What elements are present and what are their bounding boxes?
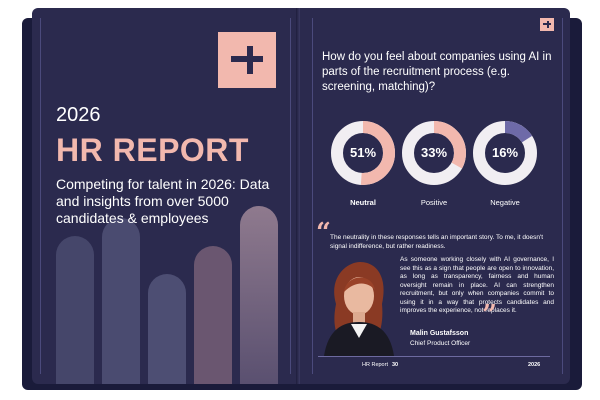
survey-question: How do you feel about companies using AI… <box>322 51 552 93</box>
person-name: Malin Gustafsson <box>410 330 469 337</box>
donut-value: 16% <box>491 145 519 160</box>
donut-negative: 16% <box>472 120 538 186</box>
right-page-inner-edge <box>312 18 313 374</box>
footer-year: 2026 <box>528 362 541 368</box>
person-role: Chief Product Officer <box>410 340 471 347</box>
quote-mark-icon: ” <box>482 300 497 330</box>
donut-value: 51% <box>349 145 377 160</box>
brand-logo-icon <box>218 32 276 88</box>
quote-mark-icon: “ <box>316 218 331 248</box>
decorative-bar <box>148 274 186 384</box>
donut-label-neutral: Neutral <box>350 198 376 207</box>
donut-positive: 33% <box>401 120 467 186</box>
footer-label: HR Report <box>362 362 388 368</box>
decorative-bar <box>102 218 140 384</box>
decorative-bar <box>56 236 94 384</box>
donut-neutral: 51% <box>330 120 396 186</box>
quote-body: As someone working closely with AI gover… <box>400 256 554 314</box>
mini-logo-icon <box>540 18 554 31</box>
donut-label-negative: Negative <box>490 198 520 207</box>
quote-intro: The neutrality in these responses tells … <box>330 234 544 250</box>
decorative-bars <box>50 0 290 400</box>
left-page-inner-edge <box>290 18 291 374</box>
footer-divider <box>318 356 550 357</box>
decorative-bar <box>240 206 278 384</box>
donut-label-positive: Positive <box>420 198 448 207</box>
report-title: HR REPORT <box>56 132 249 168</box>
page-number: 30 <box>392 362 399 368</box>
donut-value: 33% <box>420 145 448 160</box>
report-subtitle: Competing for talent in 2026: Data and i… <box>56 176 270 226</box>
portrait-photo <box>318 256 398 356</box>
decorative-bar <box>194 246 232 384</box>
left-page-edge <box>40 18 41 374</box>
report-year: 2026 <box>56 104 101 126</box>
right-page-edge <box>562 18 563 374</box>
